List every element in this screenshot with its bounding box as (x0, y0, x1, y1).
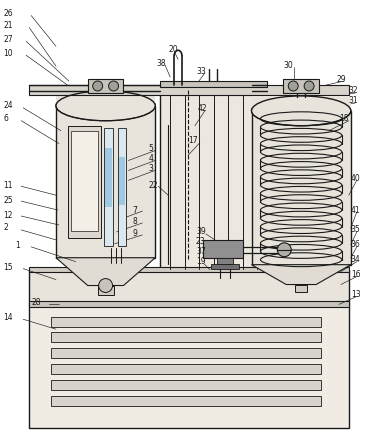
Text: 9: 9 (132, 229, 137, 238)
Text: 31: 31 (349, 97, 358, 105)
Bar (29, 304, 349, 428)
Polygon shape (252, 264, 351, 284)
Text: 17: 17 (188, 136, 198, 145)
Bar (71, 131, 98, 231)
Bar (88, 79, 123, 93)
Text: 16: 16 (351, 270, 361, 279)
Bar (51, 364, 321, 374)
Text: 7: 7 (132, 206, 137, 214)
Text: 34: 34 (351, 255, 361, 264)
Text: 18: 18 (339, 114, 349, 123)
Text: 1: 1 (15, 241, 20, 250)
Bar (29, 270, 349, 304)
Bar (68, 126, 101, 238)
Ellipse shape (252, 96, 351, 126)
Text: 27: 27 (3, 35, 13, 44)
Text: 30: 30 (283, 61, 293, 70)
Bar (295, 284, 307, 292)
Text: 8: 8 (132, 218, 137, 226)
Bar (29, 301, 349, 307)
Text: 21: 21 (3, 21, 13, 30)
Ellipse shape (56, 91, 155, 121)
Text: 33: 33 (196, 66, 206, 76)
Text: 38: 38 (156, 58, 166, 68)
Text: 39: 39 (196, 227, 206, 237)
Text: 12: 12 (3, 210, 13, 220)
Bar (51, 348, 321, 358)
Text: 19: 19 (196, 257, 206, 266)
Text: 29: 29 (337, 74, 347, 84)
Text: 14: 14 (3, 313, 13, 322)
Bar (105, 148, 112, 206)
Bar (29, 85, 349, 95)
Circle shape (109, 81, 118, 91)
Text: 13: 13 (351, 290, 361, 299)
Text: 36: 36 (351, 240, 361, 249)
Text: 4: 4 (148, 154, 153, 163)
Bar (51, 332, 321, 342)
Bar (252, 111, 351, 264)
Bar (98, 286, 114, 295)
Text: 25: 25 (3, 196, 13, 205)
Text: 11: 11 (3, 181, 13, 190)
Text: 40: 40 (351, 174, 361, 183)
Text: 24: 24 (3, 101, 13, 110)
Bar (29, 267, 349, 272)
Bar (160, 81, 267, 87)
Circle shape (277, 243, 291, 257)
Circle shape (99, 279, 112, 292)
Circle shape (93, 81, 103, 91)
Bar (118, 128, 126, 246)
Bar (160, 85, 267, 268)
Text: 42: 42 (198, 105, 208, 113)
Bar (118, 157, 126, 205)
Text: 10: 10 (3, 49, 13, 58)
Bar (104, 128, 112, 246)
Circle shape (288, 81, 298, 91)
Text: 37: 37 (196, 247, 206, 256)
Bar (56, 91, 155, 106)
Bar (56, 106, 155, 258)
Text: 3: 3 (148, 164, 153, 173)
Text: 32: 32 (349, 86, 358, 96)
Polygon shape (56, 258, 155, 286)
Text: 6: 6 (3, 114, 8, 123)
Text: 15: 15 (3, 263, 13, 272)
Bar (51, 380, 321, 390)
Text: 41: 41 (351, 206, 361, 214)
Text: 35: 35 (351, 225, 361, 234)
Text: 28: 28 (31, 298, 41, 307)
Bar (252, 96, 351, 111)
Bar (51, 317, 321, 327)
Circle shape (304, 81, 314, 91)
Bar (211, 264, 239, 268)
Bar (203, 240, 243, 258)
Text: 26: 26 (3, 9, 13, 18)
Text: 23: 23 (196, 237, 206, 246)
Bar (283, 79, 319, 93)
Text: 2: 2 (3, 223, 8, 233)
Text: 22: 22 (148, 181, 158, 190)
Bar (51, 396, 321, 406)
Text: 20: 20 (168, 45, 178, 54)
Text: 5: 5 (148, 144, 153, 153)
Bar (217, 258, 233, 264)
